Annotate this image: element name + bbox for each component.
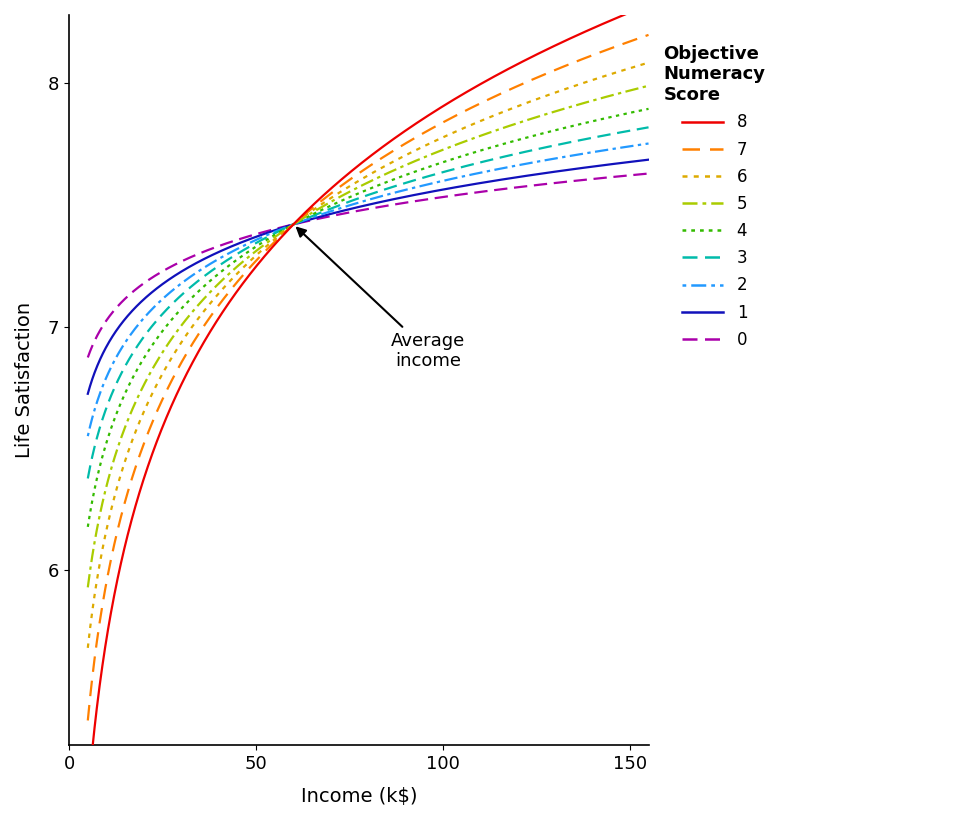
X-axis label: Income (k$): Income (k$) [300,787,417,806]
Text: Average
income: Average income [298,228,465,370]
Legend: 8, 7, 6, 5, 4, 3, 2, 1, 0: 8, 7, 6, 5, 4, 3, 2, 1, 0 [657,38,772,355]
Y-axis label: Life Satisfaction: Life Satisfaction [15,302,34,458]
